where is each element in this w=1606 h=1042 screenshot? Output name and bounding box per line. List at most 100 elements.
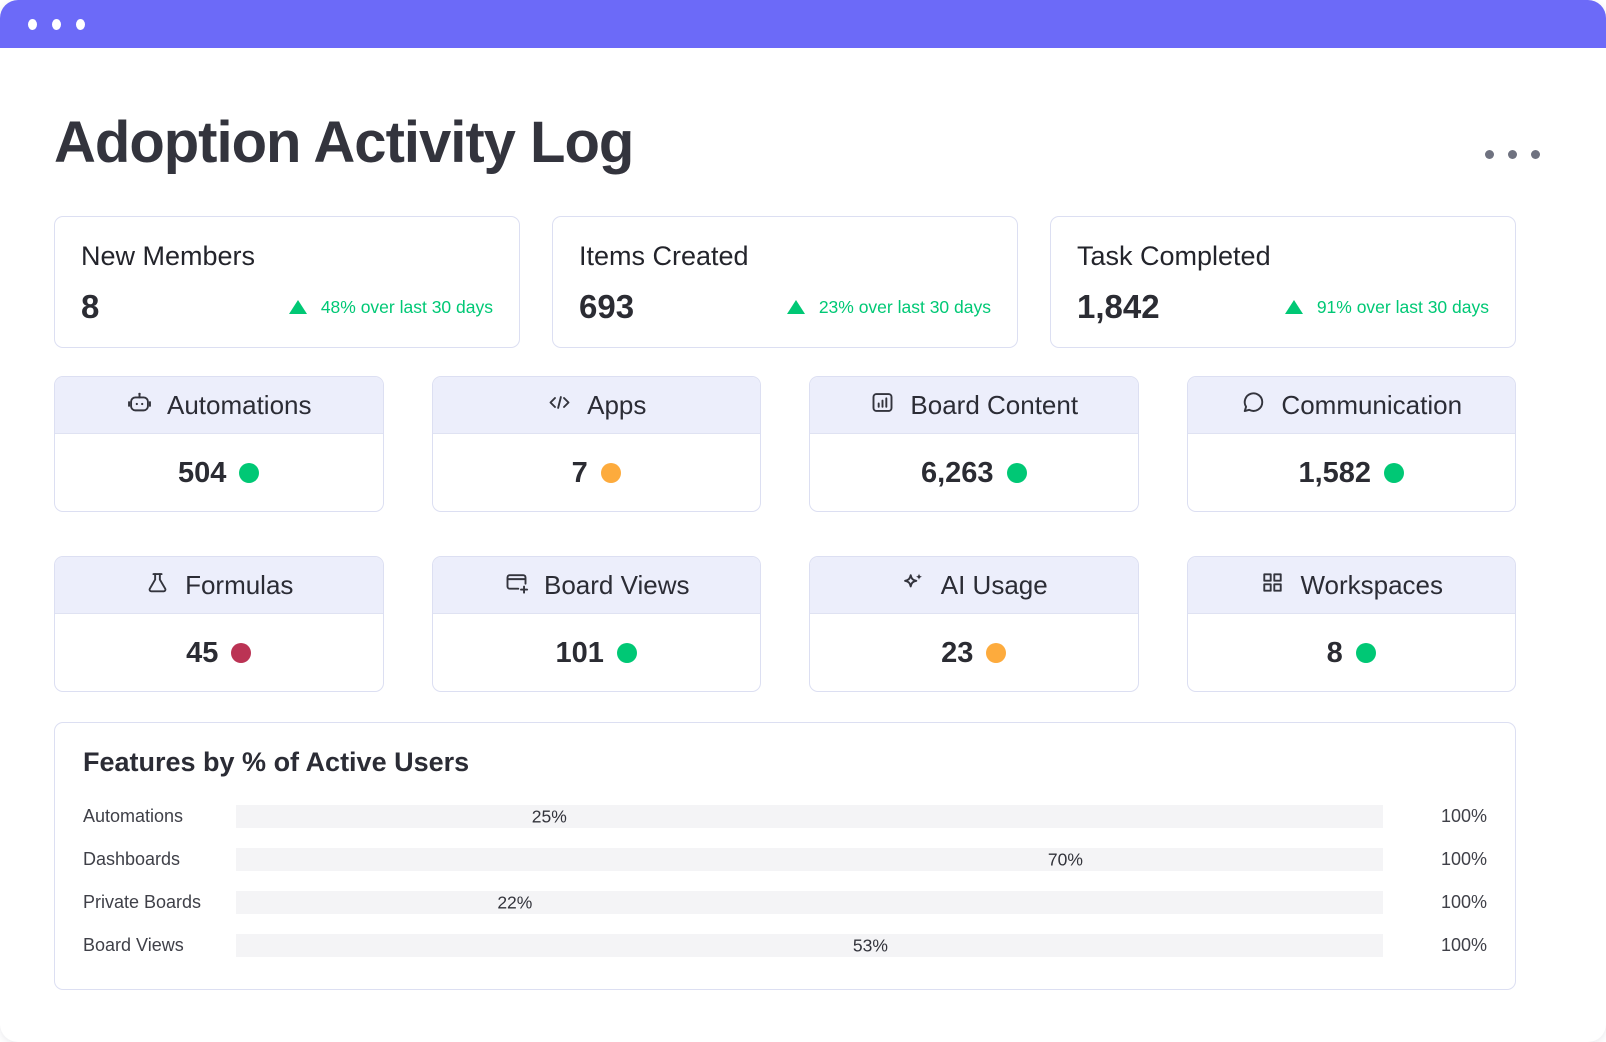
triangle-up-icon xyxy=(786,300,805,314)
chart-bar-track: 25% xyxy=(236,805,1383,828)
feature-label: Communication xyxy=(1281,389,1463,420)
feature-card: AI Usage 23 xyxy=(809,556,1139,692)
feature-value: 101 xyxy=(555,636,604,669)
feature-card: Board Content 6,263 xyxy=(809,376,1139,512)
feature-card: Communication 1,582 xyxy=(1186,376,1516,512)
status-dot xyxy=(1355,643,1376,663)
feature-card-body: 8 xyxy=(1188,614,1516,691)
dashboard-content: Adoption Activity Log New Members 8 48% … xyxy=(0,106,1606,990)
window-titlebar xyxy=(0,0,1606,48)
feature-card-body: 101 xyxy=(433,614,761,691)
stat-delta: 91% over last 30 days xyxy=(1284,296,1489,318)
feature-value: 8 xyxy=(1326,636,1343,669)
stat-delta: 48% over last 30 days xyxy=(288,296,493,318)
window-control-dot[interactable] xyxy=(76,18,85,30)
feature-label: Board Content xyxy=(910,389,1079,420)
robot-icon xyxy=(126,389,153,421)
chart-bar-label: Automations xyxy=(83,806,184,826)
feature-value: 504 xyxy=(178,456,227,489)
feature-card-header: Apps xyxy=(432,377,760,434)
feature-label: Board Views xyxy=(544,569,690,600)
feature-card-body: 504 xyxy=(55,434,383,511)
bar-chart-icon xyxy=(869,389,896,421)
ellipsis-icon xyxy=(1508,150,1517,159)
feature-label: Automations xyxy=(166,389,312,420)
chart-bar-label: Private Boards xyxy=(83,892,202,912)
feature-card-header: Automations xyxy=(55,377,383,434)
status-dot xyxy=(1006,463,1027,483)
stat-card: Items Created 693 23% over last 30 days xyxy=(552,216,1018,348)
code-icon xyxy=(546,389,573,421)
feature-label: Workspaces xyxy=(1300,569,1444,600)
feature-card-header: Communication xyxy=(1187,377,1515,434)
chart-bar-label: Dashboards xyxy=(83,849,181,869)
stat-label: Items Created xyxy=(579,241,749,271)
chart-bar-row: Board Views 53% 100% xyxy=(83,934,1487,957)
header-row: Adoption Activity Log xyxy=(54,106,1540,180)
window-control-dot[interactable] xyxy=(52,18,61,30)
chart-bar-track: 70% xyxy=(236,848,1383,871)
page-title: Adoption Activity Log xyxy=(54,110,634,175)
feature-value: 6,263 xyxy=(920,456,994,489)
feature-label: Formulas xyxy=(185,569,294,600)
feature-card: Workspaces 8 xyxy=(1186,556,1516,692)
feature-card-header: Formulas xyxy=(55,557,383,614)
feature-value: 7 xyxy=(571,456,588,489)
sparkles-icon xyxy=(900,569,927,601)
feature-card: Apps 7 xyxy=(431,376,761,512)
speech-bubble-icon xyxy=(1240,389,1267,421)
stat-delta-text: 48% over last 30 days xyxy=(320,296,493,317)
feature-value: 1,582 xyxy=(1298,456,1372,489)
feature-card: Formulas 45 xyxy=(54,556,384,692)
feature-card-header: Workspaces xyxy=(1187,557,1515,614)
chart-bar-track: 53% xyxy=(236,934,1383,957)
status-dot xyxy=(600,463,621,483)
feature-card-body: 23 xyxy=(810,614,1138,691)
stat-delta-text: 23% over last 30 days xyxy=(818,296,991,317)
feature-card: Board Views 101 xyxy=(431,556,761,692)
chart-bar-max-label: 100% xyxy=(1440,935,1487,955)
feature-card-header: Board Views xyxy=(432,557,760,614)
chart-bar-max-label: 100% xyxy=(1440,849,1487,869)
chart-bar-value: 53% xyxy=(852,935,888,955)
grid-icon xyxy=(1259,569,1286,601)
window-control-dot[interactable] xyxy=(28,18,37,30)
chart-bar-value: 22% xyxy=(497,892,533,912)
chart-bar-max-label: 100% xyxy=(1440,892,1487,912)
feature-value: 23 xyxy=(941,636,974,669)
board-add-icon xyxy=(503,569,530,601)
chart-bar-value: 25% xyxy=(531,806,567,826)
chart-bar-label: Board Views xyxy=(83,935,184,955)
status-dot xyxy=(1384,463,1405,483)
feature-card: Automations 504 xyxy=(54,376,384,512)
chart-card: Features by % of Active Users Automation… xyxy=(54,722,1516,990)
status-dot xyxy=(986,643,1007,663)
feature-label: Apps xyxy=(587,389,647,420)
chart-title: Features by % of Active Users xyxy=(83,747,470,777)
status-dot xyxy=(239,463,260,483)
stat-label: Task Completed xyxy=(1077,241,1271,271)
status-dot xyxy=(231,643,252,663)
triangle-up-icon xyxy=(288,300,307,314)
stat-delta-text: 91% over last 30 days xyxy=(1316,296,1489,317)
chart-rows: Automations 25% 100% Dashboards 70% 100%… xyxy=(83,805,1487,957)
more-options-button[interactable] xyxy=(1485,150,1540,159)
feature-card-header: AI Usage xyxy=(810,557,1138,614)
feature-card-body: 6,263 xyxy=(810,434,1138,511)
feature-value: 45 xyxy=(186,636,219,669)
chart-bar-row: Automations 25% 100% xyxy=(83,805,1487,828)
feature-card-body: 1,582 xyxy=(1188,434,1516,511)
stat-delta: 23% over last 30 days xyxy=(786,296,991,318)
feature-label: AI Usage xyxy=(940,569,1048,600)
stat-value: 693 xyxy=(579,288,635,325)
stat-value: 8 xyxy=(81,288,100,325)
status-dot xyxy=(616,643,637,663)
feature-card-header: Board Content xyxy=(810,377,1138,434)
stat-label: New Members xyxy=(81,241,256,271)
chart-bar-row: Private Boards 22% 100% xyxy=(83,891,1487,914)
feature-card-body: 7 xyxy=(433,434,761,511)
stat-card: Task Completed 1,842 91% over last 30 da… xyxy=(1050,216,1516,348)
chart-bar-value: 70% xyxy=(1047,849,1083,869)
stat-card: New Members 8 48% over last 30 days xyxy=(54,216,520,348)
